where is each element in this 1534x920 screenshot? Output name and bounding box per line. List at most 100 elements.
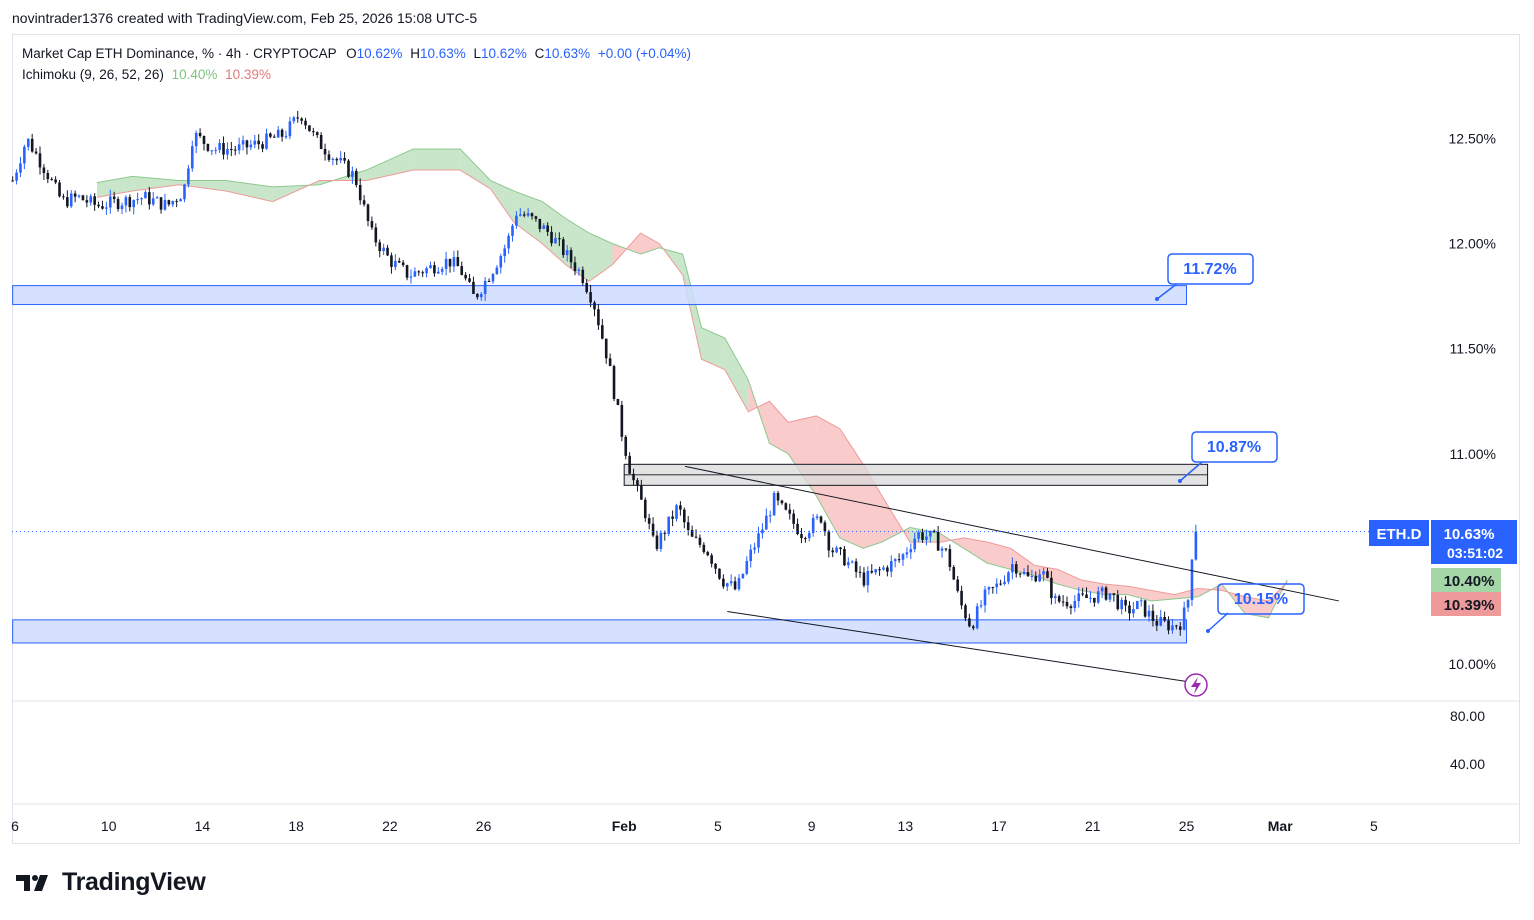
candle-body: [597, 309, 600, 326]
candle-body: [1073, 601, 1077, 609]
candle-body: [1182, 607, 1186, 630]
candle-body: [1128, 605, 1131, 614]
candle-body: [269, 133, 272, 137]
candle-body: [788, 509, 792, 514]
candle-body: [34, 151, 38, 154]
candle-body: [386, 247, 389, 256]
candle-body: [1124, 599, 1127, 606]
candle-body: [647, 518, 651, 524]
candle-body: [249, 144, 253, 148]
open-label: O: [346, 46, 357, 61]
candle-body: [558, 238, 561, 240]
candle-body: [1093, 597, 1096, 603]
candle-body: [179, 199, 182, 202]
cloud-segment: [724, 338, 749, 412]
candle-body: [300, 118, 303, 121]
candle-body: [272, 136, 276, 138]
trendline-1: [684, 465, 1339, 602]
candle-body: [897, 559, 901, 561]
candle-body: [632, 473, 635, 481]
candle-body: [546, 225, 549, 232]
time-axis[interactable]: 6 10 14 18 22 26 Feb 5 9 13 17 21 25 Mar 5: [11, 818, 1378, 834]
candle-body: [975, 606, 979, 629]
candle-body: [1151, 610, 1155, 621]
candle-body: [917, 532, 920, 539]
candle-body: [206, 143, 210, 151]
chart-frame[interactable]: [12, 34, 1520, 844]
candle-body: [11, 180, 14, 182]
cloud-a-label: 10.40%: [1444, 573, 1495, 590]
candle-body: [800, 534, 803, 539]
candle-body: [58, 182, 61, 197]
lightning-icon[interactable]: [1184, 673, 1208, 697]
candle-body: [807, 532, 811, 539]
candle-body: [679, 505, 682, 510]
candle-body: [77, 195, 81, 197]
callout-10-15[interactable]: 10.15%: [1206, 583, 1305, 633]
cloud-segment: [1127, 586, 1152, 601]
candle-body: [921, 532, 924, 540]
candle-body: [343, 158, 346, 161]
candle-body: [811, 517, 815, 533]
cloud-segment: [1010, 548, 1035, 576]
candle-body: [331, 158, 335, 160]
cloud-segment: [132, 176, 180, 192]
low-label: L: [473, 46, 482, 61]
candle-body: [913, 538, 917, 550]
candle-body: [686, 522, 690, 530]
candle-body: [257, 140, 260, 145]
price-axis[interactable]: 12.50% 12.00% 11.50% 11.00% 10.00% 80.00 40.00: [1449, 131, 1496, 773]
indicator-title[interactable]: Ichimoku (9, 26, 52, 26): [22, 67, 164, 82]
candle-body: [479, 293, 483, 298]
callout-10-87[interactable]: 10.87%: [1178, 431, 1278, 483]
x-tick-label: 17: [991, 818, 1007, 834]
candle-body: [1089, 597, 1092, 599]
candle-body: [62, 196, 65, 198]
candle-body: [456, 257, 460, 267]
callout-11-72[interactable]: 11.72%: [1155, 253, 1254, 301]
candle-body: [768, 515, 772, 517]
candle-body: [585, 282, 588, 293]
symbol-badge[interactable]: ETH.D: [1369, 520, 1429, 546]
cloud-segment: [366, 149, 414, 181]
candle-body: [565, 250, 569, 256]
candle-body: [405, 265, 409, 278]
candle-body: [354, 170, 358, 186]
candle-body: [714, 563, 717, 569]
candle-body: [995, 583, 999, 588]
candle-body: [1194, 531, 1198, 560]
oscillator-tick-label: 80.00: [1450, 708, 1485, 724]
candle-body: [183, 184, 186, 200]
candle-body: [878, 569, 881, 571]
tradingview-logo[interactable]: TradingView: [16, 868, 206, 897]
indicator-legend: Ichimoku (9, 26, 52, 26) 10.40% 10.39%: [22, 67, 271, 82]
candle-body: [1139, 600, 1143, 602]
candle-body: [214, 149, 218, 151]
candle-body: [1081, 593, 1084, 595]
cloud-segment: [987, 542, 1011, 570]
candle-body: [987, 587, 991, 590]
candle-body: [999, 583, 1002, 585]
candle-body: [534, 216, 538, 219]
candle-body: [1038, 574, 1041, 582]
candle-body: [1186, 600, 1190, 608]
candle-body: [128, 197, 132, 208]
candle-body: [1065, 602, 1069, 607]
x-tick-label: 5: [714, 818, 722, 834]
candle-body: [507, 235, 510, 249]
symbol-title[interactable]: Market Cap ETH Dominance, % · 4h · CRYPT…: [22, 46, 337, 61]
candle-body: [886, 567, 889, 572]
candle-body: [429, 265, 432, 269]
candle-body: [319, 135, 323, 149]
candle-body: [315, 132, 319, 136]
candle-body: [276, 129, 280, 138]
high-value: 10.63%: [419, 46, 466, 61]
candle-body: [163, 200, 167, 210]
indicator-value-2: 10.39%: [225, 67, 271, 82]
high-label: H: [410, 46, 420, 61]
candle-body: [93, 196, 96, 205]
x-tick-label: Mar: [1268, 818, 1293, 834]
candle-body: [284, 136, 288, 138]
candle-body: [765, 515, 768, 530]
